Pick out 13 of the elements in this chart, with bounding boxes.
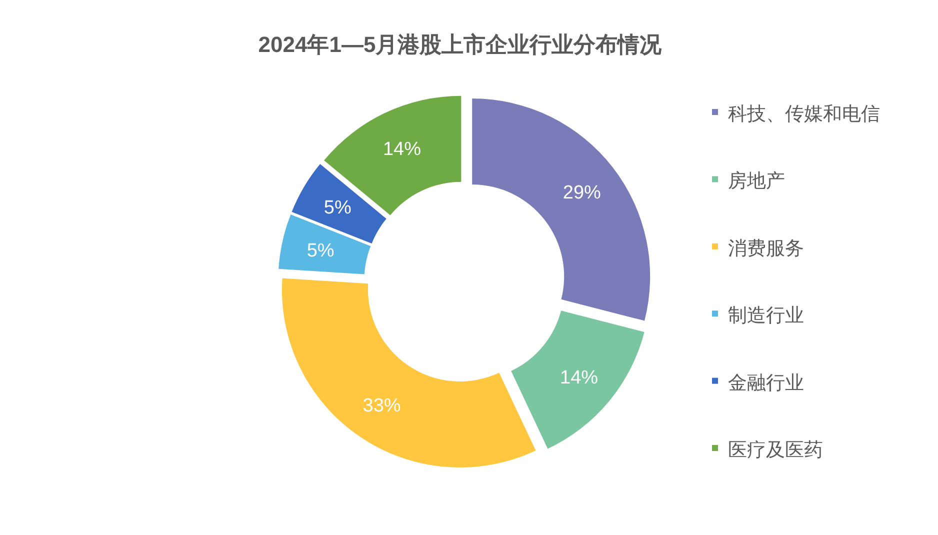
- legend-label: 制造行业: [728, 306, 804, 327]
- data-label: 5%: [324, 198, 352, 219]
- chart-title: 2024年1—5月港股上市企业行业分布情况: [258, 32, 663, 57]
- legend-label: 医疗及医药: [728, 440, 823, 461]
- legend-label: 房地产: [728, 170, 785, 192]
- data-label: 29%: [562, 182, 602, 204]
- data-label: 14%: [382, 139, 422, 160]
- data-label: 5%: [306, 240, 334, 262]
- legend-label: 金融行业: [728, 372, 804, 394]
- data-label: 14%: [560, 367, 598, 388]
- legend-label: 科技、传媒和电信: [728, 104, 880, 125]
- legend-label: 消费服务: [728, 238, 804, 260]
- data-label: 33%: [362, 395, 401, 416]
